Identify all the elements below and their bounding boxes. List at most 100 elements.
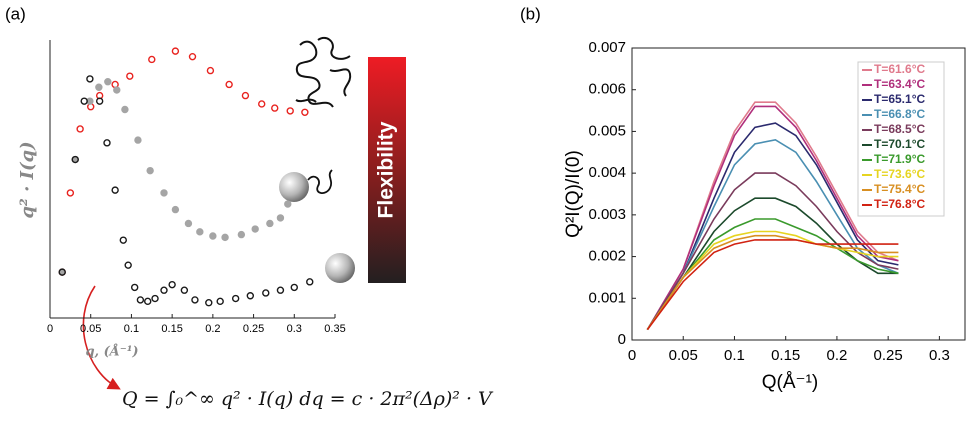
data-line: [646, 230, 899, 331]
x-tick-label: 0.3: [929, 347, 950, 364]
y-tick-label: 0.006: [588, 81, 626, 98]
y-tick-label: 0.005: [588, 122, 626, 139]
data-point: [171, 205, 180, 214]
data-point: [216, 297, 224, 306]
data-point: [66, 189, 75, 197]
data-point: [276, 214, 285, 222]
y-tick-label: 0.002: [588, 248, 626, 265]
sphere-icon: [325, 253, 355, 283]
data-point: [113, 86, 121, 94]
data-point: [95, 97, 104, 105]
data-point: [290, 283, 298, 292]
data-line: [646, 172, 899, 331]
y-tick-label: 0.001: [588, 289, 626, 306]
flexibility-label: Flexibility: [375, 121, 398, 218]
x-tick-label: 0.25: [243, 323, 264, 335]
data-line: [646, 234, 899, 331]
data-point: [266, 219, 274, 228]
data-point: [209, 232, 217, 240]
x-tick-label: 0: [628, 347, 636, 364]
data-point: [237, 230, 246, 239]
legend-label: T=63.4°C: [874, 77, 925, 91]
legend-label: T=71.9°C: [874, 152, 925, 166]
data-point: [286, 107, 294, 115]
data-point: [95, 83, 103, 91]
flexibility-bar: [368, 57, 406, 283]
data-point: [104, 77, 112, 86]
data-point: [119, 236, 127, 244]
data-point: [188, 52, 197, 61]
data-point: [171, 47, 180, 55]
data-point: [151, 294, 159, 303]
x-tick-label: 0.15: [771, 347, 800, 364]
x-tick-label: 0.2: [205, 323, 220, 335]
data-point: [80, 97, 88, 105]
data-point: [276, 286, 285, 294]
y-tick-label: 0.004: [588, 164, 626, 181]
data-point: [58, 268, 66, 276]
data-point: [262, 289, 270, 297]
data-point: [225, 80, 233, 89]
y-axis-label: Q²I(Q)/I(0): [563, 150, 584, 238]
data-line: [646, 239, 899, 331]
data-point: [180, 286, 189, 294]
formula: Q = ∫₀^∞ q² · I(q) dq = c · 2π²(Δρ)² · V: [122, 388, 494, 410]
plot-frame: [631, 47, 966, 341]
y-tick-label: 0.007: [588, 39, 626, 56]
x-tick-label: 0.3: [287, 323, 302, 335]
legend-label: T=66.8°C: [874, 107, 925, 121]
x-tick-label: 0.2: [826, 347, 847, 364]
data-line: [646, 105, 899, 331]
data-point: [121, 105, 129, 114]
x-tick-label: 0.1: [124, 323, 139, 335]
x-tick-label: 0.15: [161, 323, 182, 335]
legend-label: T=76.8°C: [874, 197, 925, 211]
y-axis-label: q² · I(q): [17, 141, 38, 218]
data-point: [71, 155, 79, 164]
data-point: [221, 233, 229, 242]
legend-label: T=70.1°C: [874, 137, 925, 151]
data-point: [146, 166, 154, 175]
x-tick-label: 0.05: [669, 347, 698, 364]
data-point: [205, 299, 213, 307]
data-point: [191, 296, 199, 304]
x-tick-label: 0.25: [874, 347, 903, 364]
data-point: [206, 66, 215, 75]
data-point: [258, 100, 266, 108]
data-point: [196, 228, 204, 236]
y-tick-label: 0: [618, 331, 626, 348]
x-axis-label: q, (Å⁻¹): [85, 344, 138, 360]
data-point: [168, 280, 176, 289]
data-point: [306, 278, 314, 286]
data-point: [86, 75, 94, 83]
data-point: [251, 225, 259, 233]
x-tick-label: 0.1: [724, 347, 745, 364]
y-tick-label: 0.003: [588, 206, 626, 223]
data-point: [130, 283, 139, 292]
legend-label: T=68.5°C: [874, 122, 925, 136]
sphere-icon: [279, 172, 309, 202]
data-point: [126, 72, 134, 80]
data-point: [103, 139, 111, 147]
short-chain-icon: [307, 169, 333, 194]
data-line: [646, 218, 899, 331]
data-point: [111, 186, 119, 194]
x-axis-label: Q(Å⁻¹): [762, 372, 818, 393]
data-line: [646, 101, 899, 331]
panel-label: (b): [520, 4, 541, 23]
legend-label: T=75.4°C: [874, 182, 925, 196]
x-tick-label: 0.35: [324, 323, 345, 335]
data-point: [148, 55, 156, 64]
data-point: [241, 91, 250, 100]
data-point: [160, 189, 168, 197]
flexible-chain-icon: [295, 36, 352, 108]
data-point: [231, 294, 240, 303]
data-point: [136, 296, 145, 304]
data-point: [246, 292, 255, 300]
data-point: [76, 125, 84, 133]
legend-label: T=65.1°C: [874, 92, 925, 106]
legend-box: [857, 61, 945, 217]
x-tick-label: 0.05: [80, 323, 101, 335]
data-point: [134, 136, 142, 144]
